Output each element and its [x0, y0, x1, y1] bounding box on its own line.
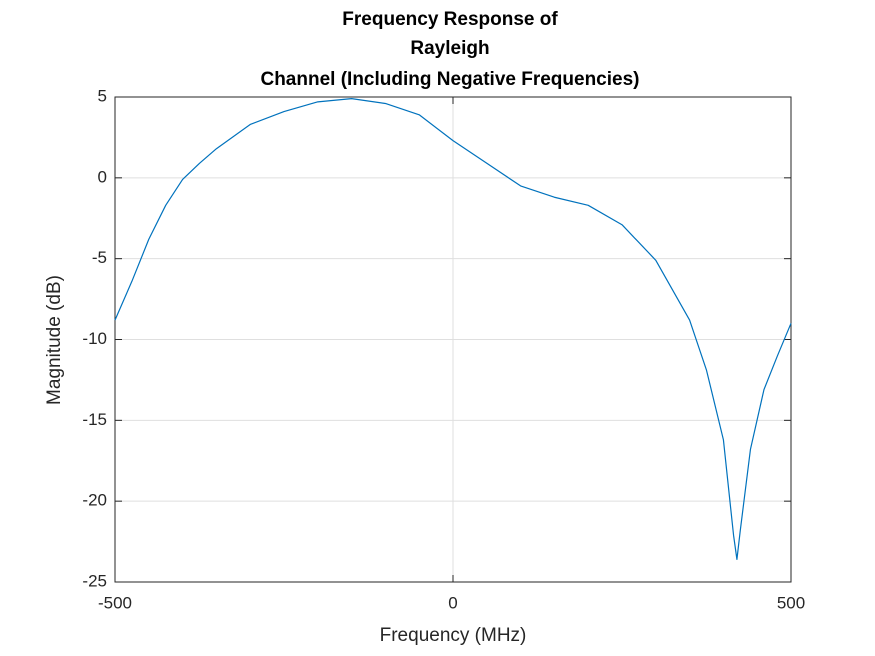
y-tick-label: 5	[98, 86, 107, 105]
y-tick-label: 0	[98, 167, 107, 186]
y-tick-label: -10	[82, 329, 107, 348]
x-tick-label: 500	[777, 593, 805, 612]
x-tick-label: 0	[448, 593, 457, 612]
data-line	[114, 98, 792, 560]
axes-box	[114, 96, 792, 583]
chart-title: Channel (Including Negative Frequencies)	[260, 69, 639, 90]
y-tick-label: -25	[82, 571, 107, 590]
x-tick-label: -500	[98, 593, 132, 612]
y-tick-label: -5	[92, 248, 107, 267]
x-axis-label: Frequency (MHz)	[380, 625, 527, 646]
chart-title: Rayleigh	[410, 38, 489, 59]
chart-title: Frequency Response of	[342, 9, 558, 30]
y-axis-label: Magnitude (dB)	[44, 275, 65, 405]
y-tick-label: -20	[82, 491, 107, 510]
y-tick-label: -15	[82, 410, 107, 429]
